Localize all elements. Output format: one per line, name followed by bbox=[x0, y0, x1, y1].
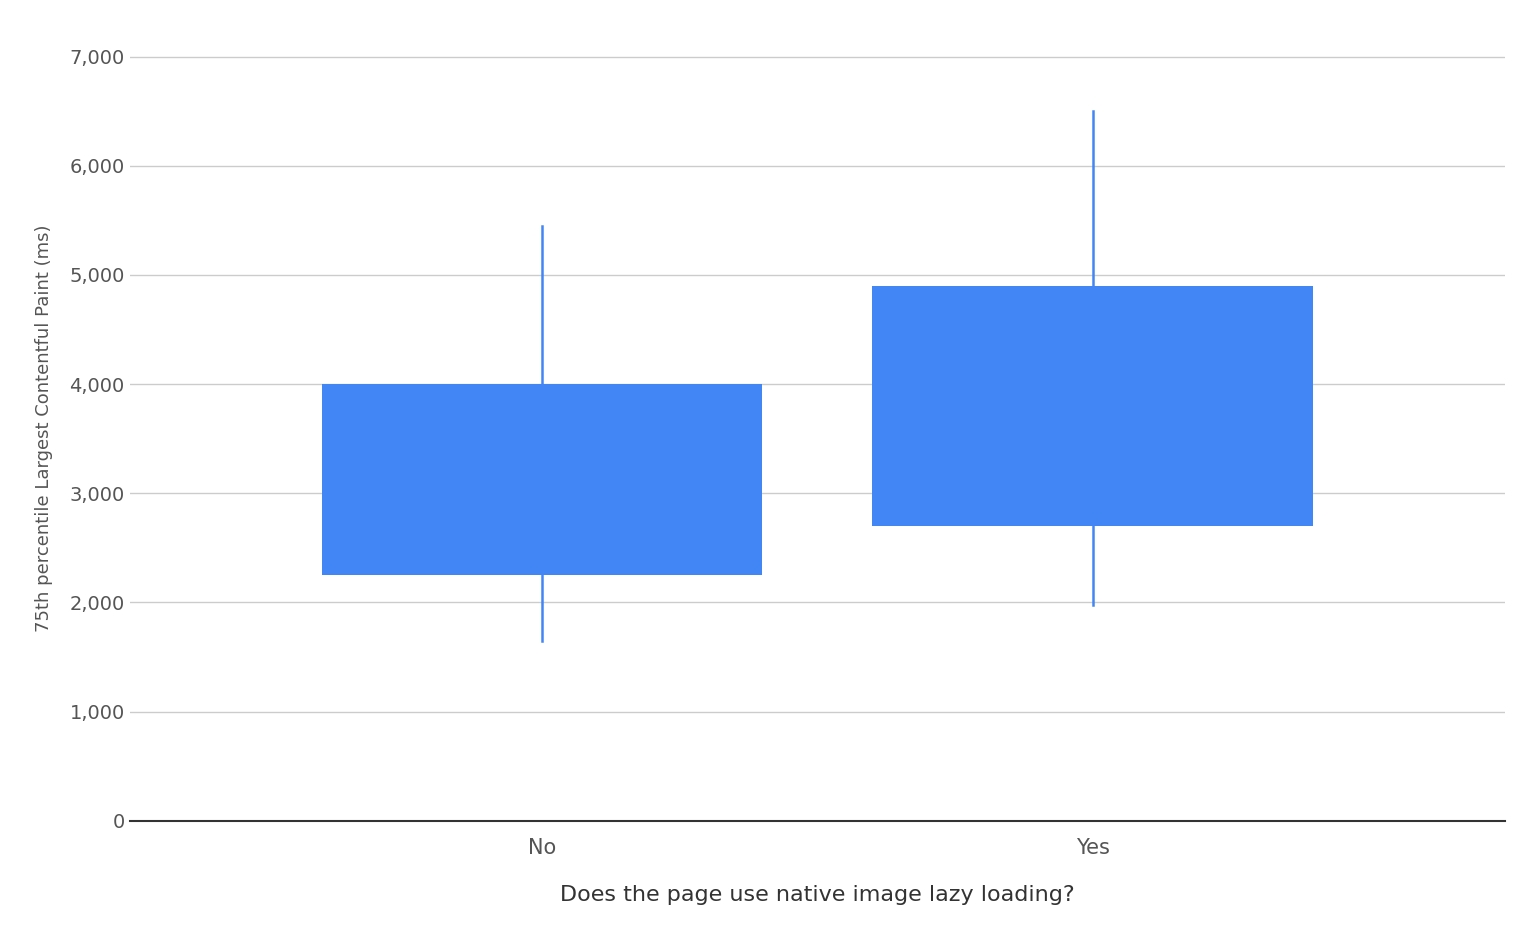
X-axis label: Does the page use native image lazy loading?: Does the page use native image lazy load… bbox=[561, 885, 1075, 905]
Bar bbox=[873, 286, 1312, 526]
Y-axis label: 75th percentile Largest Contentful Paint (ms): 75th percentile Largest Contentful Paint… bbox=[35, 224, 52, 632]
Bar bbox=[322, 384, 762, 575]
